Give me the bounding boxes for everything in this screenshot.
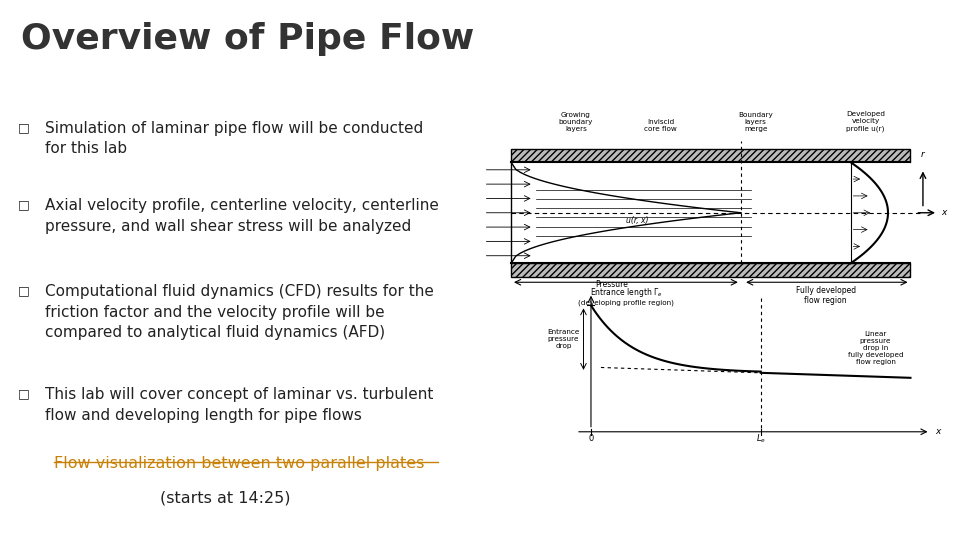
- Bar: [511, 148, 910, 162]
- Text: Flow visualization between two parallel plates: Flow visualization between two parallel …: [54, 456, 424, 471]
- Text: Simulation of laminar pipe flow will be conducted
for this lab: Simulation of laminar pipe flow will be …: [45, 121, 423, 156]
- Text: 0: 0: [588, 434, 593, 443]
- Bar: [511, 264, 910, 277]
- Text: Linear
pressure
drop in
fully developed
flow region: Linear pressure drop in fully developed …: [848, 330, 903, 365]
- Text: 2/27/2021: 2/27/2021: [12, 519, 72, 532]
- Bar: [511, 162, 910, 264]
- Text: Computational fluid dynamics (CFD) results for the
friction factor and the veloc: Computational fluid dynamics (CFD) resul…: [45, 284, 434, 340]
- Text: Inviscid
core flow: Inviscid core flow: [644, 119, 677, 132]
- Text: □: □: [18, 121, 30, 134]
- Text: Fully developed
flow region: Fully developed flow region: [796, 286, 855, 305]
- Text: Axial velocity profile, centerline velocity, centerline
pressure, and wall shear: Axial velocity profile, centerline veloc…: [45, 198, 439, 233]
- Text: u(r, x): u(r, x): [626, 217, 648, 225]
- Text: Growing
boundary
layers: Growing boundary layers: [559, 112, 593, 132]
- Text: Pressure: Pressure: [595, 280, 628, 289]
- Text: x: x: [942, 208, 947, 217]
- Text: $L_e$: $L_e$: [756, 432, 766, 444]
- Text: Developed
velocity
profile u(r): Developed velocity profile u(r): [846, 111, 885, 132]
- Text: This lab will cover concept of laminar vs. turbulent
flow and developing length : This lab will cover concept of laminar v…: [45, 387, 434, 423]
- Text: (developing profile region): (developing profile region): [578, 300, 674, 306]
- Text: (starts at 14:25): (starts at 14:25): [160, 490, 291, 505]
- Text: Boundary
layers
merge: Boundary layers merge: [738, 112, 773, 132]
- Text: Entrance length $\Gamma_e$: Entrance length $\Gamma_e$: [589, 286, 662, 299]
- Text: □: □: [18, 387, 30, 400]
- Text: r: r: [921, 150, 924, 159]
- Text: □: □: [18, 198, 30, 211]
- Text: x: x: [935, 427, 941, 436]
- Text: Overview of Pipe Flow: Overview of Pipe Flow: [21, 22, 474, 56]
- Text: ENGR:2510 Mechanics of Fluids and Transport Processes 2016F   3: ENGR:2510 Mechanics of Fluids and Transp…: [557, 519, 948, 532]
- Text: Entrance
pressure
drop: Entrance pressure drop: [547, 329, 580, 349]
- Text: □: □: [18, 284, 30, 297]
